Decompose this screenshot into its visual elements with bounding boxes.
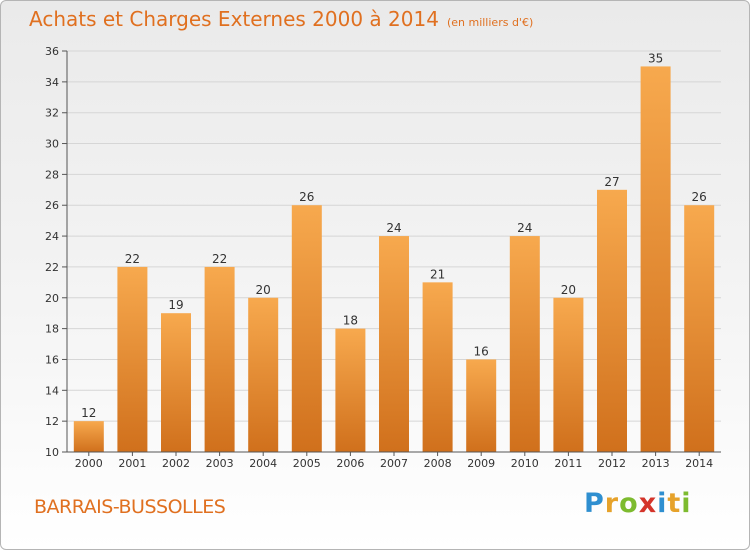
bar-value-label: 27 [604, 175, 619, 189]
x-tick-label: 2000 [75, 457, 103, 470]
bars: 12 22 19 22 20 26 18 24 21 16 24 20 27 35 26 [73, 51, 715, 453]
bar [422, 282, 453, 452]
bar-value-label: 22 [125, 252, 140, 266]
bar-value-label: 19 [168, 298, 183, 312]
title-text: Achats et Charges Externes 2000 à 2014 [29, 7, 439, 31]
y-tick-label: 20 [45, 292, 59, 305]
x-tick-label: 2009 [467, 457, 495, 470]
bar [73, 421, 104, 452]
logo-letter: o [619, 488, 639, 519]
commune-name: BARRAIS-BUSSOLLES [34, 496, 226, 518]
bar [509, 236, 540, 452]
bar [204, 266, 235, 452]
bar [335, 328, 366, 452]
y-axis: 10 12 14 16 18 20 22 24 26 28 30 32 34 36 [45, 45, 68, 459]
x-tick-label: 2008 [424, 457, 452, 470]
y-tick-label: 26 [45, 199, 59, 212]
x-tick-label: 2007 [380, 457, 408, 470]
logo-letter: i [657, 488, 668, 519]
bar-value-label: 26 [692, 190, 707, 204]
y-tick-label: 16 [45, 353, 59, 366]
bar-value-label: 16 [474, 344, 489, 358]
bar [248, 297, 279, 452]
x-tick-label: 2005 [293, 457, 321, 470]
y-tick-label: 30 [45, 138, 59, 151]
bar-value-label: 26 [299, 190, 314, 204]
chart-subtitle: (en milliers d'€) [446, 16, 534, 29]
bar-value-label: 20 [561, 283, 576, 297]
bar-value-label: 20 [256, 283, 271, 297]
y-tick-label: 28 [45, 168, 59, 181]
bar [684, 205, 715, 452]
bar-value-label: 18 [343, 314, 358, 328]
bar-value-label: 35 [648, 51, 663, 65]
logo-letter: P [584, 488, 605, 519]
x-tick-label: 2001 [118, 457, 146, 470]
logo-letter: t [667, 488, 682, 519]
y-tick-label: 34 [45, 76, 59, 89]
bar [597, 189, 627, 453]
logo-letter: r [604, 488, 620, 519]
x-axis: 2000 2001 2002 2003 2004 2005 2006 2007 2008 2009… [67, 451, 721, 470]
bar [379, 236, 409, 452]
bar-value-label: 24 [517, 221, 532, 235]
bar [640, 66, 671, 452]
y-tick-label: 22 [45, 261, 59, 274]
bar-value-label: 12 [81, 406, 96, 420]
bar [291, 205, 322, 452]
bar [553, 297, 584, 452]
bar-value-label: 24 [386, 221, 401, 235]
x-tick-label: 2014 [685, 457, 713, 470]
bar [466, 359, 497, 452]
x-tick-label: 2013 [642, 457, 670, 470]
bar [117, 266, 148, 452]
bar-value-label: 22 [212, 252, 227, 266]
chart-title: Achats et Charges Externes 2000 à 2014 (e… [29, 7, 533, 31]
logo-letter: x [638, 488, 658, 519]
y-tick-label: 24 [45, 230, 59, 243]
bar [161, 313, 191, 452]
x-tick-label: 2010 [511, 457, 539, 470]
x-tick-label: 2012 [598, 457, 626, 470]
x-tick-label: 2002 [162, 457, 190, 470]
proxiti-logo[interactable]: Proxiti [584, 488, 692, 519]
x-tick-label: 2006 [336, 457, 364, 470]
logo-letter: i [681, 488, 692, 519]
y-tick-label: 12 [45, 415, 59, 428]
y-tick-label: 10 [45, 446, 59, 459]
y-tick-label: 14 [45, 384, 59, 397]
x-tick-label: 2004 [249, 457, 277, 470]
x-tick-label: 2011 [554, 457, 582, 470]
x-tick-label: 2003 [206, 457, 234, 470]
y-tick-label: 32 [45, 107, 59, 120]
bar-value-label: 21 [430, 267, 445, 281]
y-tick-label: 18 [45, 323, 59, 336]
y-tick-label: 36 [45, 45, 59, 58]
